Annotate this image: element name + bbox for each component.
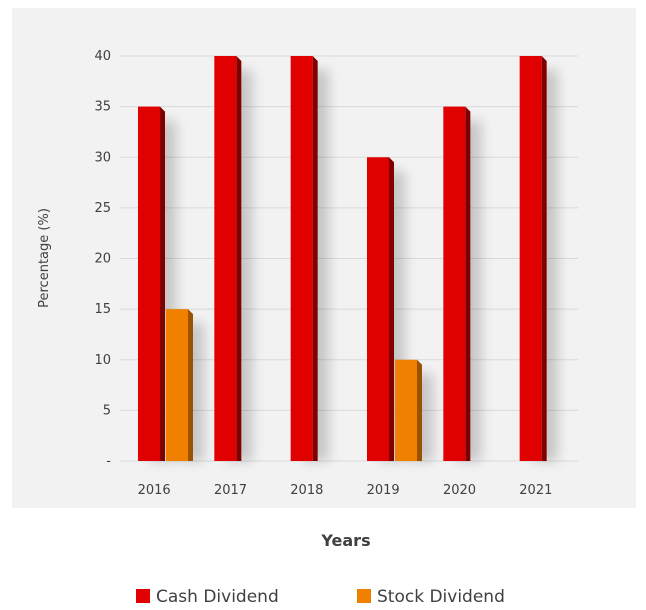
bar-cash-dividend-2018	[290, 56, 313, 461]
bar-stock-dividend-2016	[166, 309, 188, 461]
bar-cash-dividend-2020	[443, 106, 466, 461]
bar-side	[417, 359, 422, 461]
bar-cash-dividend-2019	[367, 157, 389, 461]
bars	[138, 56, 558, 461]
y-tick-label: 25	[94, 201, 111, 216]
y-tick-label: 20	[94, 252, 111, 267]
legend-swatch	[357, 589, 371, 603]
legend-label: Cash Dividend	[156, 587, 279, 607]
bar-side	[236, 56, 242, 461]
bar-cash-dividend-2016	[138, 106, 160, 461]
y-tick-label: 40	[94, 49, 111, 64]
y-axis-title: Percentage (%)	[37, 208, 52, 308]
y-tick-label: -	[106, 454, 111, 469]
x-tick-label: 2020	[443, 483, 476, 498]
x-axis: 2016 2017 2018 2019 2020 2021	[138, 483, 553, 498]
x-tick-label: 2017	[214, 483, 247, 498]
x-axis-title: Years	[320, 531, 370, 550]
legend: Cash Dividend Stock Dividend	[136, 587, 505, 607]
bar-side	[465, 106, 471, 461]
bar-stock-dividend-2019	[395, 359, 417, 461]
x-tick-label: 2018	[290, 483, 323, 498]
y-tick-label: 35	[94, 100, 111, 115]
legend-label: Stock Dividend	[377, 587, 505, 607]
y-tick-label: 5	[103, 403, 111, 418]
bar-cash-dividend-2021	[519, 56, 542, 461]
y-tick-label: 10	[94, 353, 111, 368]
bar-side	[160, 106, 165, 461]
y-tick-label: 30	[94, 150, 111, 165]
x-tick-label: 2016	[138, 483, 171, 498]
bar-cash-dividend-2017	[214, 56, 237, 461]
y-axis: - 5 10 15 20 25 30 35 40	[94, 49, 111, 469]
legend-swatch	[136, 589, 150, 603]
bar-side	[188, 309, 193, 461]
bar-side	[541, 56, 547, 461]
bar-side	[312, 56, 318, 461]
x-tick-label: 2021	[519, 483, 552, 498]
x-tick-label: 2019	[367, 483, 400, 498]
bar-side	[389, 157, 394, 461]
y-tick-label: 15	[94, 302, 111, 317]
